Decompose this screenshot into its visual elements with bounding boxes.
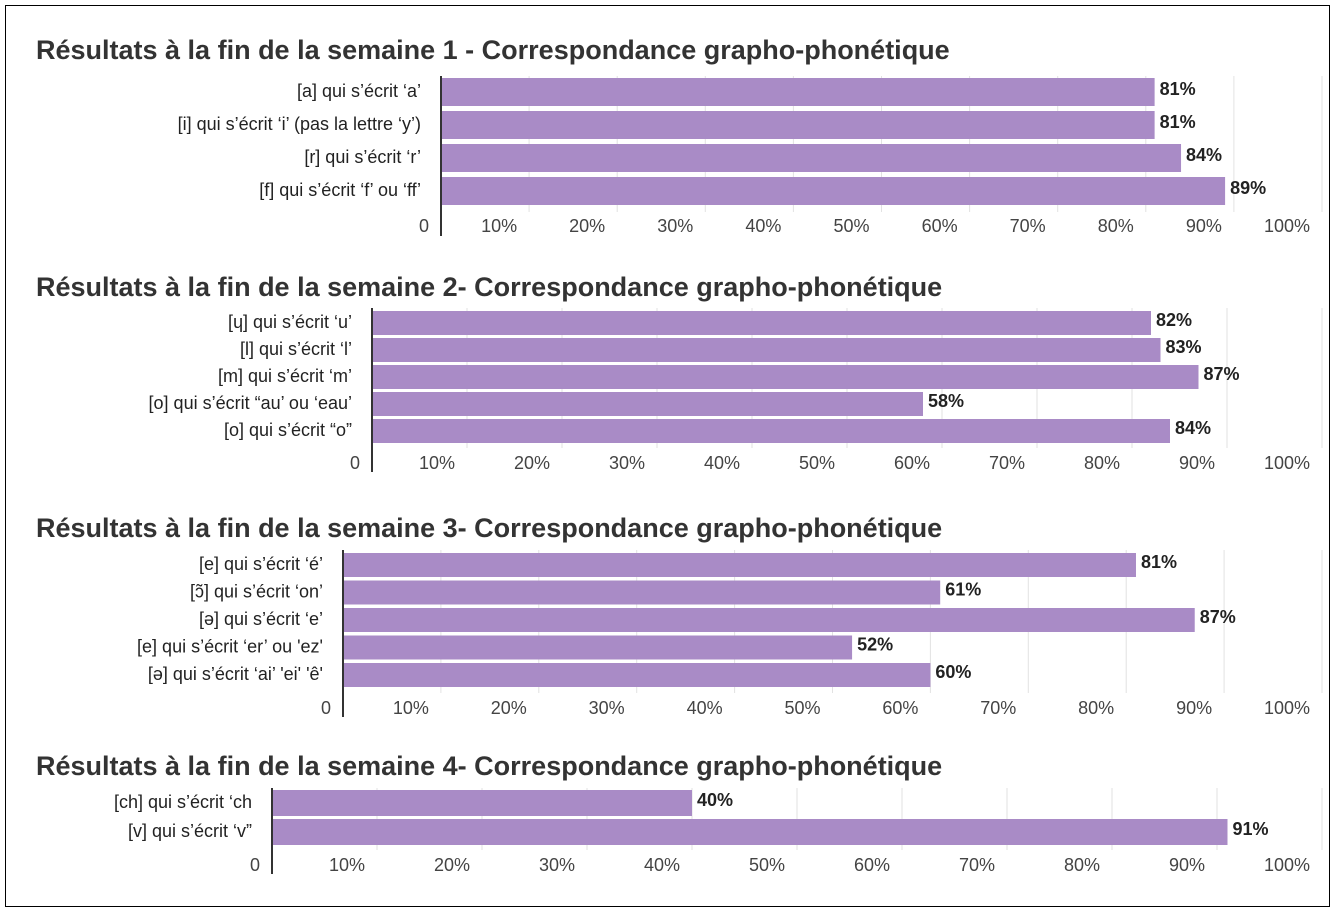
value-label: 82% bbox=[1156, 310, 1192, 330]
x-tick-label: 20% bbox=[491, 698, 527, 718]
x-tick-label: 50% bbox=[799, 453, 835, 473]
x-tick-label: 20% bbox=[569, 216, 605, 236]
x-tick-label: 70% bbox=[959, 855, 995, 875]
x-tick-label: 90% bbox=[1176, 698, 1212, 718]
bar bbox=[343, 553, 1136, 577]
value-label: 81% bbox=[1160, 79, 1196, 99]
x-tick-label: 0 bbox=[321, 698, 331, 718]
x-tick-label: 100% bbox=[1264, 698, 1310, 718]
bar bbox=[441, 144, 1182, 172]
category-label: [o] qui s’écrit “au’ ou ‘eau’ bbox=[149, 393, 352, 413]
x-tick-label: 30% bbox=[609, 453, 645, 473]
x-tick-label: 70% bbox=[989, 453, 1025, 473]
bar bbox=[343, 608, 1195, 632]
bar bbox=[272, 819, 1228, 845]
category-label: [r] qui s’écrit ‘r’ bbox=[304, 147, 421, 167]
x-tick-label: 0 bbox=[250, 855, 260, 875]
x-tick-label: 100% bbox=[1264, 855, 1310, 875]
category-label: [ch] qui s’écrit ‘ch bbox=[114, 792, 252, 812]
category-label: [l] qui s’écrit ‘l’ bbox=[240, 339, 352, 359]
x-tick-label: 40% bbox=[704, 453, 740, 473]
x-tick-label: 90% bbox=[1186, 216, 1222, 236]
value-label: 87% bbox=[1200, 607, 1236, 627]
category-label: [f] qui s’écrit ‘f’ ou ‘ff’ bbox=[259, 180, 421, 200]
value-label: 58% bbox=[928, 391, 964, 411]
x-tick-label: 60% bbox=[854, 855, 890, 875]
bar bbox=[343, 580, 941, 605]
value-label: 83% bbox=[1166, 337, 1202, 357]
value-label: 52% bbox=[857, 634, 893, 654]
value-label: 61% bbox=[945, 579, 981, 599]
x-tick-label: 10% bbox=[419, 453, 455, 473]
x-tick-label: 90% bbox=[1179, 453, 1215, 473]
x-tick-label: 20% bbox=[434, 855, 470, 875]
chart-title: Résultats à la fin de la semaine 4- Corr… bbox=[36, 751, 942, 781]
x-tick-label: 80% bbox=[1078, 698, 1114, 718]
category-label: [e] qui s’écrit ‘é’ bbox=[199, 554, 323, 574]
category-label: [ə] qui s’écrit ‘ai’ 'ei' 'ê' bbox=[148, 664, 323, 684]
x-tick-label: 60% bbox=[922, 216, 958, 236]
x-tick-label: 50% bbox=[784, 698, 820, 718]
value-label: 60% bbox=[935, 662, 971, 682]
x-tick-label: 30% bbox=[539, 855, 575, 875]
category-label: [ɥ] qui s’écrit ‘u’ bbox=[228, 312, 352, 332]
value-label: 81% bbox=[1141, 552, 1177, 572]
x-tick-label: 10% bbox=[329, 855, 365, 875]
bar bbox=[441, 177, 1226, 205]
value-label: 87% bbox=[1204, 364, 1240, 384]
x-tick-label: 40% bbox=[745, 216, 781, 236]
category-label: [e] qui s’écrit ‘er’ ou 'ez' bbox=[137, 636, 323, 656]
x-tick-label: 90% bbox=[1169, 855, 1205, 875]
bar bbox=[441, 111, 1155, 139]
x-tick-label: 100% bbox=[1264, 453, 1310, 473]
bar bbox=[441, 78, 1155, 106]
bar bbox=[272, 790, 692, 816]
value-label: 84% bbox=[1186, 145, 1222, 165]
x-tick-label: 80% bbox=[1084, 453, 1120, 473]
x-tick-label: 30% bbox=[657, 216, 693, 236]
bar bbox=[372, 311, 1151, 335]
x-tick-label: 10% bbox=[481, 216, 517, 236]
x-tick-label: 80% bbox=[1098, 216, 1134, 236]
bar bbox=[372, 419, 1170, 443]
x-tick-label: 0 bbox=[419, 216, 429, 236]
x-tick-label: 70% bbox=[1010, 216, 1046, 236]
x-tick-label: 60% bbox=[882, 698, 918, 718]
x-tick-label: 100% bbox=[1264, 216, 1310, 236]
x-tick-label: 50% bbox=[833, 216, 869, 236]
value-label: 84% bbox=[1175, 418, 1211, 438]
value-label: 40% bbox=[697, 790, 733, 810]
category-label: [ə] qui s’écrit ‘e’ bbox=[199, 609, 323, 629]
x-tick-label: 50% bbox=[749, 855, 785, 875]
x-tick-label: 0 bbox=[350, 453, 360, 473]
x-tick-label: 40% bbox=[687, 698, 723, 718]
bar bbox=[372, 392, 923, 416]
x-tick-label: 70% bbox=[980, 698, 1016, 718]
x-tick-label: 60% bbox=[894, 453, 930, 473]
bar bbox=[372, 365, 1199, 389]
value-label: 91% bbox=[1233, 819, 1269, 839]
chart-title: Résultats à la fin de la semaine 3- Corr… bbox=[36, 513, 942, 543]
category-label: [v] qui s’écrit ‘v” bbox=[128, 821, 252, 841]
x-tick-label: 30% bbox=[589, 698, 625, 718]
category-label: [o] qui s’écrit “o” bbox=[224, 420, 352, 440]
category-label: [m] qui s’écrit ‘m’ bbox=[218, 366, 352, 386]
x-tick-label: 10% bbox=[393, 698, 429, 718]
value-label: 81% bbox=[1160, 112, 1196, 132]
bar bbox=[343, 635, 853, 660]
x-tick-label: 40% bbox=[644, 855, 680, 875]
chart-title: Résultats à la fin de la semaine 2- Corr… bbox=[36, 272, 942, 302]
category-label: [a] qui s’écrit ‘a’ bbox=[297, 81, 421, 101]
x-tick-label: 20% bbox=[514, 453, 550, 473]
bar bbox=[343, 663, 931, 687]
bar bbox=[372, 338, 1161, 362]
category-label: [ɔ̃] qui s’écrit ‘on’ bbox=[190, 581, 323, 601]
value-label: 89% bbox=[1230, 178, 1266, 198]
chart-title: Résultats à la fin de la semaine 1 - Cor… bbox=[36, 35, 950, 65]
x-tick-label: 80% bbox=[1064, 855, 1100, 875]
category-label: [i] qui s’écrit ‘i’ (pas la lettre ‘y’) bbox=[178, 114, 421, 134]
